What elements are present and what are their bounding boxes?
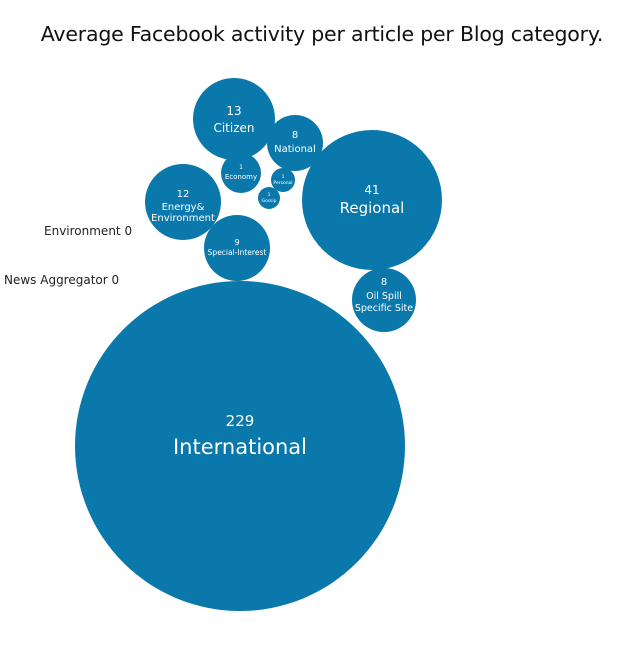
bubble-value-national: 8	[292, 130, 298, 141]
bubble-gossip	[258, 187, 280, 209]
bubble-value-oil-spill-specific-site: 8	[381, 277, 387, 288]
bubble-value-citizen: 13	[226, 104, 241, 118]
bubble-label-gossip: Gossip	[261, 198, 276, 204]
bubble-economy	[221, 153, 261, 193]
bubble-value-special-interest: 9	[234, 238, 239, 247]
bubble-label-regional: Regional	[340, 199, 405, 217]
bubble-value-gossip: 1	[268, 192, 271, 198]
bubble-citizen	[193, 78, 275, 160]
bubble-label-economy: Economy	[225, 173, 257, 181]
bubble-label-energy-environment: Energy& Environment	[151, 202, 215, 224]
bubble-value-energy-environment: 12	[177, 189, 190, 200]
bubble-national	[267, 115, 323, 171]
bubble-regional	[302, 130, 442, 270]
bubble-label-international: International	[173, 435, 307, 459]
bubble-international	[75, 281, 405, 611]
bubble-value-personal: 1	[282, 174, 285, 180]
bubble-special-interest	[204, 215, 270, 281]
chart-title: Average Facebook activity per article pe…	[40, 22, 604, 46]
bubble-label-personal: Personal	[273, 180, 292, 186]
bubble-personal	[271, 168, 295, 192]
bubble-energy-environment	[145, 164, 221, 240]
zero-label-news-aggregator: News Aggregator 0	[4, 273, 120, 287]
bubble-label-oil-spill-specific-site: Oil Spill Specific Site	[355, 291, 413, 314]
bubble-label-national: National	[274, 144, 316, 155]
zero-label-environment: Environment 0	[44, 224, 133, 238]
bubble-value-international: 229	[226, 412, 255, 430]
bubble-oil-spill-specific-site	[352, 268, 416, 332]
bubble-label-special-interest: Special-Interest	[208, 248, 267, 257]
bubble-value-economy: 1	[239, 164, 243, 171]
bubble-value-regional: 41	[364, 183, 379, 197]
bubble-label-citizen: Citizen	[213, 121, 254, 135]
